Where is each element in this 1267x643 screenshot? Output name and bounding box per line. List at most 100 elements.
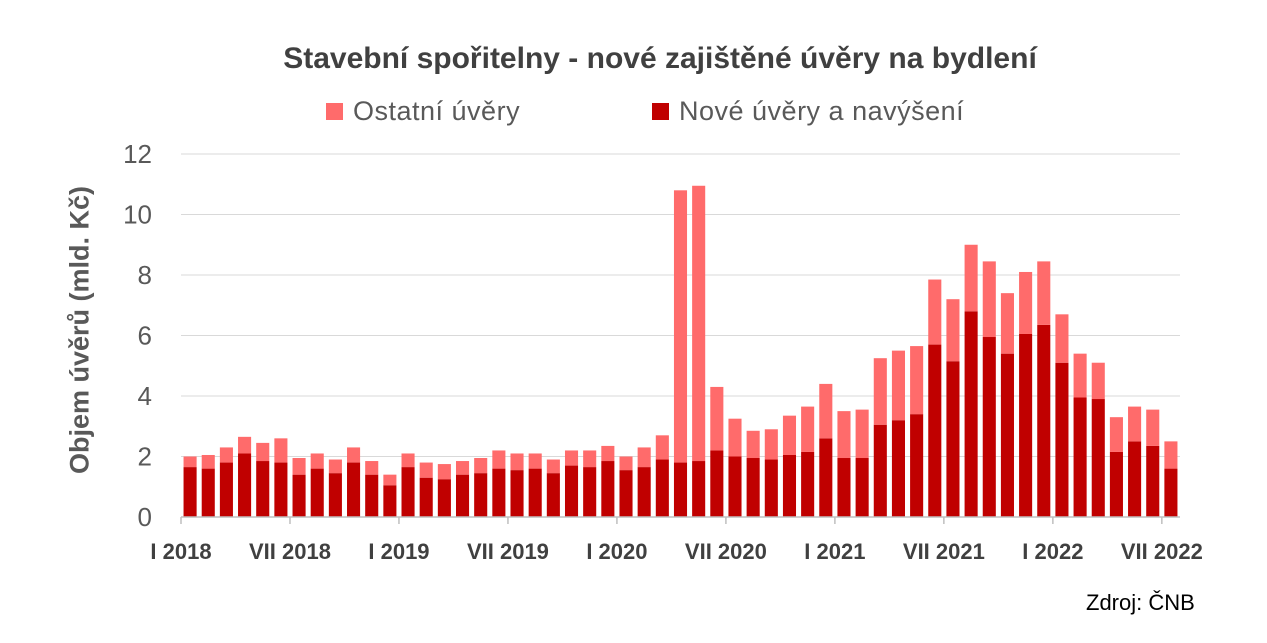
bar-ostatni-uvery — [891, 350, 906, 421]
legend-swatch-nove — [652, 103, 669, 120]
x-tick-label: I 2020 — [586, 539, 647, 564]
bar-ostatni-uvery — [528, 453, 542, 469]
bar-ostatni-uvery — [637, 447, 651, 468]
bar-nove-uvery — [492, 468, 506, 517]
bar-ostatni-uvery — [837, 411, 851, 459]
bar-nove-uvery — [401, 467, 415, 517]
bar-ostatni-uvery — [819, 383, 833, 439]
bar-nove-uvery — [1091, 399, 1105, 517]
bar-nove-uvery — [801, 451, 815, 517]
bar-ostatni-uvery — [347, 447, 361, 463]
bar-nove-uvery — [637, 467, 651, 517]
bar-ostatni-uvery — [564, 450, 579, 466]
source-note: Zdroj: ČNB — [1086, 590, 1195, 615]
bar-ostatni-uvery — [1164, 441, 1178, 469]
bar-nove-uvery — [819, 438, 833, 517]
bar-nove-uvery — [437, 479, 451, 517]
bar-ostatni-uvery — [601, 445, 615, 462]
bar-ostatni-uvery — [1146, 409, 1160, 446]
bar-ostatni-uvery — [764, 429, 778, 460]
bar-ostatni-uvery — [801, 406, 815, 452]
bar-ostatni-uvery — [673, 190, 688, 463]
bar-nove-uvery — [474, 473, 488, 517]
bar-ostatni-uvery — [292, 458, 306, 475]
bar-nove-uvery — [1055, 362, 1069, 517]
bar-nove-uvery — [455, 474, 470, 517]
y-tick-label: 8 — [138, 260, 152, 290]
bar-nove-uvery — [946, 361, 960, 517]
y-tick-label: 6 — [138, 321, 152, 351]
bar-nove-uvery — [1019, 333, 1033, 517]
x-tick-label: VII 2020 — [685, 539, 767, 564]
bar-nove-uvery — [619, 470, 633, 517]
bar-nove-uvery — [238, 453, 252, 517]
bar-nove-uvery — [1128, 441, 1142, 517]
bar-nove-uvery — [583, 467, 597, 517]
bar-ostatni-uvery — [183, 456, 197, 468]
bar-ostatni-uvery — [510, 453, 524, 471]
bar-ostatni-uvery — [256, 442, 270, 462]
bar-nove-uvery — [891, 420, 906, 517]
bar-ostatni-uvery — [1019, 271, 1033, 334]
bar-ostatni-uvery — [928, 279, 942, 345]
x-tick-label: VII 2022 — [1121, 539, 1203, 564]
bar-ostatni-uvery — [219, 447, 233, 463]
legend-item-ostatni: Ostatní úvěry — [326, 96, 520, 127]
bar-nove-uvery — [692, 461, 706, 517]
bar-ostatni-uvery — [746, 430, 760, 459]
bar-nove-uvery — [1146, 445, 1160, 517]
x-tick-label: I 2018 — [150, 539, 211, 564]
bar-nove-uvery — [564, 465, 579, 517]
bar-nove-uvery — [201, 468, 215, 517]
bar-ostatni-uvery — [692, 185, 706, 462]
bar-nove-uvery — [982, 337, 996, 517]
x-tick-label: I 2021 — [804, 539, 865, 564]
bar-ostatni-uvery — [782, 415, 797, 455]
bar-nove-uvery — [855, 458, 869, 517]
bar-nove-uvery — [328, 473, 342, 517]
x-tick-label: I 2019 — [368, 539, 429, 564]
bar-ostatni-uvery — [873, 358, 887, 425]
bar-ostatni-uvery — [328, 459, 342, 474]
bar-nove-uvery — [546, 473, 560, 517]
x-tick-label: I 2022 — [1022, 539, 1083, 564]
bar-ostatni-uvery — [728, 418, 742, 457]
bar-ostatni-uvery — [910, 346, 924, 415]
bar-ostatni-uvery — [455, 461, 470, 475]
bar-nove-uvery — [274, 462, 288, 517]
x-tick-label: VII 2021 — [903, 539, 985, 564]
bar-nove-uvery — [601, 461, 615, 517]
y-tick-label: 10 — [123, 200, 152, 230]
bar-ostatni-uvery — [946, 299, 960, 362]
bar-ostatni-uvery — [437, 464, 451, 480]
bar-ostatni-uvery — [855, 409, 869, 459]
bar-nove-uvery — [782, 454, 797, 517]
bar-nove-uvery — [528, 468, 542, 517]
legend-label-nove: Nové úvěry a navýšení — [679, 96, 965, 126]
bar-ostatni-uvery — [492, 450, 506, 469]
bar-nove-uvery — [383, 485, 397, 517]
bar-nove-uvery — [964, 311, 978, 517]
bar-nove-uvery — [928, 344, 942, 517]
bar-ostatni-uvery — [419, 462, 433, 478]
chart-title: Stavební spořitelny - nové zajištěné úvě… — [283, 42, 1037, 75]
legend-label-ostatni: Ostatní úvěry — [353, 96, 521, 126]
bar-nove-uvery — [673, 462, 688, 517]
bar-ostatni-uvery — [546, 459, 560, 474]
x-tick-label: VII 2019 — [467, 539, 549, 564]
bar-ostatni-uvery — [401, 453, 415, 468]
y-tick-label: 2 — [138, 442, 152, 472]
bar-nove-uvery — [746, 458, 760, 517]
y-tick-label: 12 — [123, 139, 152, 169]
bar-ostatni-uvery — [619, 456, 633, 471]
bar-nove-uvery — [219, 462, 233, 517]
x-tick-label: VII 2018 — [249, 539, 331, 564]
bar-nove-uvery — [710, 450, 724, 517]
legend-swatch-ostatni — [326, 103, 343, 120]
bar-ostatni-uvery — [655, 435, 669, 460]
bar-nove-uvery — [1109, 451, 1123, 517]
bar-ostatni-uvery — [274, 438, 288, 463]
bar-ostatni-uvery — [383, 474, 397, 486]
y-tick-label: 0 — [138, 502, 152, 532]
